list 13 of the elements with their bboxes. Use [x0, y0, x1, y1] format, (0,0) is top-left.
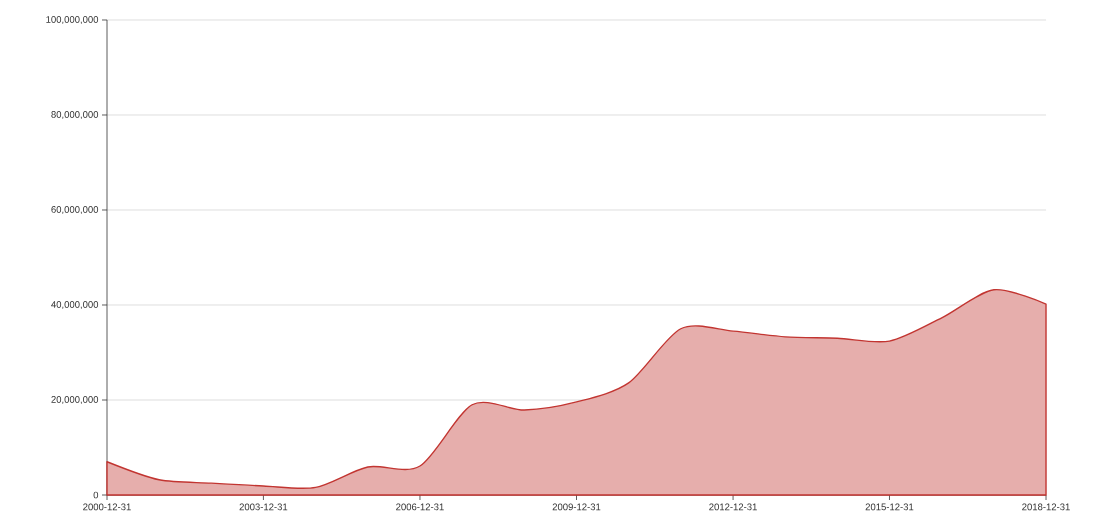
x-tick-label: 2015-12-31 — [865, 503, 914, 511]
x-tick-label: 2012-12-31 — [709, 503, 757, 511]
x-tick-label: 2018-12-31 — [1022, 503, 1070, 511]
y-tick-label: 60,000,000 — [51, 206, 99, 214]
y-tick-label: 40,000,000 — [51, 301, 99, 309]
y-tick-label: 100,000,000 — [46, 16, 99, 24]
y-tick-label: 20,000,000 — [51, 396, 99, 404]
y-tick-label: 80,000,000 — [51, 111, 99, 119]
x-tick-label: 2006-12-31 — [396, 503, 444, 511]
x-tick-label: 2009-12-31 — [552, 503, 601, 511]
y-tick-label: 0 — [93, 491, 99, 499]
x-tick-label: 2000-12-31 — [83, 503, 131, 511]
x-tick-label: 2003-12-31 — [239, 503, 288, 511]
